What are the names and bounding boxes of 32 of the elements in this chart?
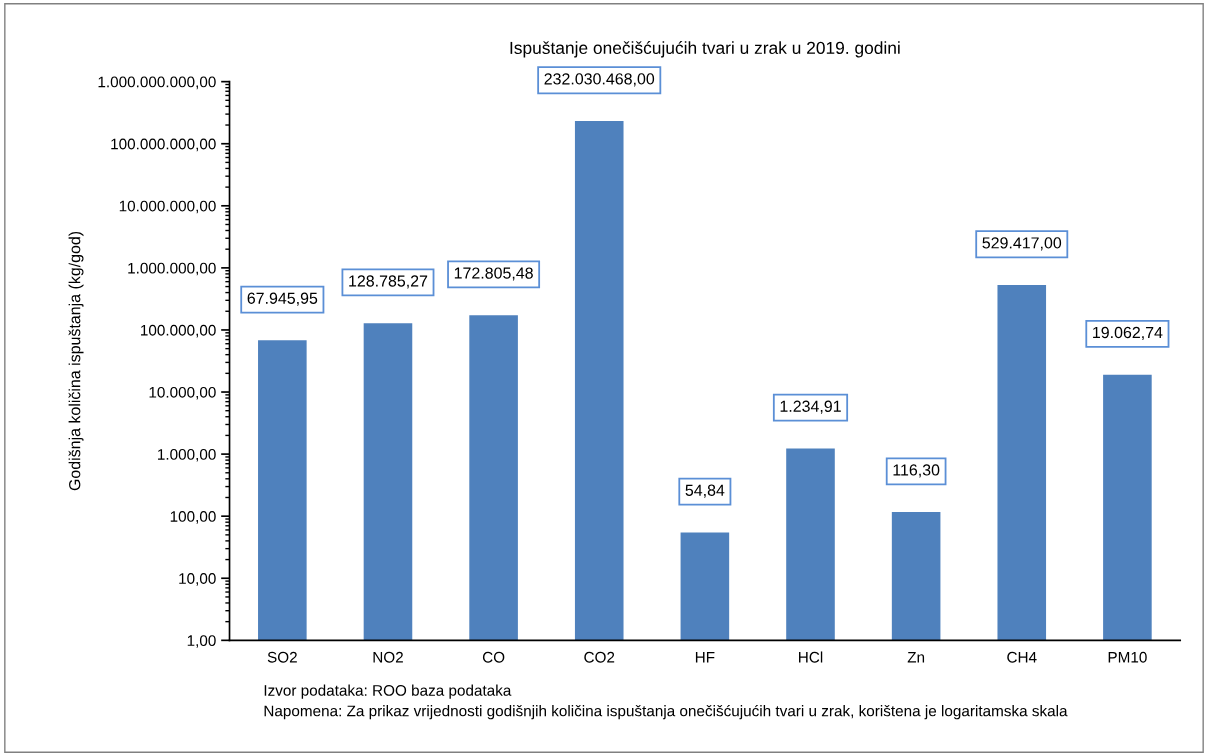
text: Napomena: Za prikaz vrijednosti godišnjih količina ispuštanja onečišćujućih tvari u zrak, korištena je logaritamska skala (264, 704, 1068, 720)
data-label: 1.234,91 (780, 400, 841, 414)
x-tick-label: HF (695, 652, 715, 663)
y-tick-label: 100.000,00 (141, 324, 216, 338)
text: Izvor podataka: ROO baza podataka (264, 684, 512, 699)
x-tick-label: SO2 (267, 651, 297, 663)
y-tick-label: 1.000.000.000,00 (98, 76, 216, 90)
y-tick-label: 10.000,00 (149, 386, 216, 400)
data-label: 529.417,00 (982, 237, 1062, 251)
chart-title: Ispuštanje onečišćujućih tvari u zrak u 2019. godini (510, 41, 900, 58)
y-tick-label: 10,00 (179, 573, 216, 586)
y-tick-label: 1.000,00 (158, 448, 216, 462)
y-axis-title: Godišnja količina ispuštanja (kg/god) (68, 231, 84, 491)
x-tick-label: NO2 (373, 651, 403, 663)
y-tick-label: 100,00 (170, 511, 216, 524)
data-label: 172.805,48 (454, 267, 533, 281)
x-tick-label: HCl (799, 651, 823, 663)
data-label: 54,84 (685, 484, 725, 498)
x-tick-label: CO (482, 651, 505, 663)
data-label: 19.062,74 (1093, 326, 1163, 341)
data-label: 116,30 (893, 464, 940, 478)
y-tick-label: 1,00 (187, 635, 216, 648)
y-tick-label: 100.000.000,00 (111, 138, 216, 152)
y-tick-label: 1.000.000,00 (128, 262, 216, 276)
x-tick-label: CH4 (1007, 651, 1037, 663)
x-tick-label: CO2 (584, 651, 615, 663)
y-tick-label: 10.000.000,00 (119, 200, 216, 214)
data-label: 232.030.468,00 (544, 73, 655, 87)
x-tick-label: Zn (907, 652, 925, 663)
data-label: 128.785,27 (349, 275, 428, 289)
data-label: 67.945,95 (247, 292, 318, 306)
x-tick-label: PM10 (1108, 651, 1147, 663)
